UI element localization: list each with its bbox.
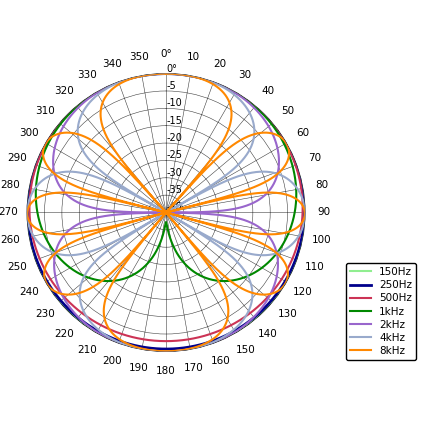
4kHz bbox=[163, 210, 168, 215]
Line: 4kHz: 4kHz bbox=[27, 74, 304, 351]
Line: 2kHz: 2kHz bbox=[53, 74, 278, 351]
500Hz bbox=[162, 71, 168, 76]
Line: 150Hz: 150Hz bbox=[27, 74, 304, 351]
Line: 1kHz: 1kHz bbox=[36, 74, 296, 281]
150Hz bbox=[163, 71, 168, 76]
150Hz bbox=[299, 235, 304, 240]
1kHz bbox=[163, 220, 168, 225]
500Hz bbox=[163, 71, 168, 76]
8kHz bbox=[276, 231, 282, 236]
1kHz bbox=[98, 278, 103, 283]
Line: 500Hz: 500Hz bbox=[30, 74, 302, 341]
4kHz bbox=[78, 299, 83, 304]
Legend: 150Hz, 250Hz, 500Hz, 1kHz, 2kHz, 4kHz, 8kHz: 150Hz, 250Hz, 500Hz, 1kHz, 2kHz, 4kHz, 8… bbox=[345, 263, 415, 360]
250Hz bbox=[68, 309, 73, 314]
2kHz bbox=[162, 71, 168, 76]
150Hz bbox=[298, 179, 303, 184]
500Hz bbox=[297, 179, 302, 184]
4kHz bbox=[163, 71, 168, 76]
8kHz bbox=[112, 276, 117, 281]
500Hz bbox=[163, 71, 168, 76]
1kHz bbox=[110, 278, 115, 283]
2kHz bbox=[86, 96, 91, 101]
4kHz bbox=[290, 181, 295, 186]
500Hz bbox=[85, 95, 90, 100]
1kHz bbox=[162, 71, 168, 76]
8kHz bbox=[240, 193, 245, 198]
4kHz bbox=[88, 99, 93, 104]
150Hz bbox=[79, 319, 84, 324]
2kHz bbox=[260, 228, 266, 233]
500Hz bbox=[163, 339, 168, 344]
1kHz bbox=[85, 95, 91, 100]
4kHz bbox=[83, 313, 89, 318]
150Hz bbox=[163, 348, 168, 353]
2kHz bbox=[163, 71, 168, 76]
250Hz bbox=[298, 179, 303, 184]
1kHz bbox=[293, 180, 298, 185]
500Hz bbox=[83, 314, 89, 319]
250Hz bbox=[163, 71, 168, 76]
250Hz bbox=[299, 235, 304, 240]
2kHz bbox=[268, 186, 273, 191]
250Hz bbox=[85, 95, 90, 100]
4kHz bbox=[162, 71, 168, 76]
250Hz bbox=[79, 318, 85, 323]
2kHz bbox=[163, 210, 168, 215]
150Hz bbox=[85, 95, 90, 100]
250Hz bbox=[163, 71, 168, 76]
1kHz bbox=[163, 71, 168, 76]
1kHz bbox=[163, 71, 168, 76]
2kHz bbox=[163, 71, 168, 76]
8kHz bbox=[163, 71, 168, 76]
250Hz bbox=[163, 346, 168, 351]
8kHz bbox=[162, 71, 168, 76]
4kHz bbox=[295, 235, 300, 240]
2kHz bbox=[69, 307, 74, 312]
1kHz bbox=[284, 232, 289, 238]
4kHz bbox=[163, 71, 168, 76]
8kHz bbox=[163, 71, 168, 76]
150Hz bbox=[67, 309, 72, 314]
150Hz bbox=[162, 71, 168, 76]
Line: 250Hz: 250Hz bbox=[28, 74, 304, 349]
500Hz bbox=[296, 235, 301, 240]
2kHz bbox=[79, 318, 85, 323]
8kHz bbox=[93, 283, 99, 288]
250Hz bbox=[162, 71, 168, 76]
8kHz bbox=[98, 114, 103, 119]
500Hz bbox=[72, 305, 77, 310]
8kHz bbox=[163, 210, 168, 215]
Line: 8kHz: 8kHz bbox=[27, 74, 304, 351]
150Hz bbox=[163, 71, 168, 76]
